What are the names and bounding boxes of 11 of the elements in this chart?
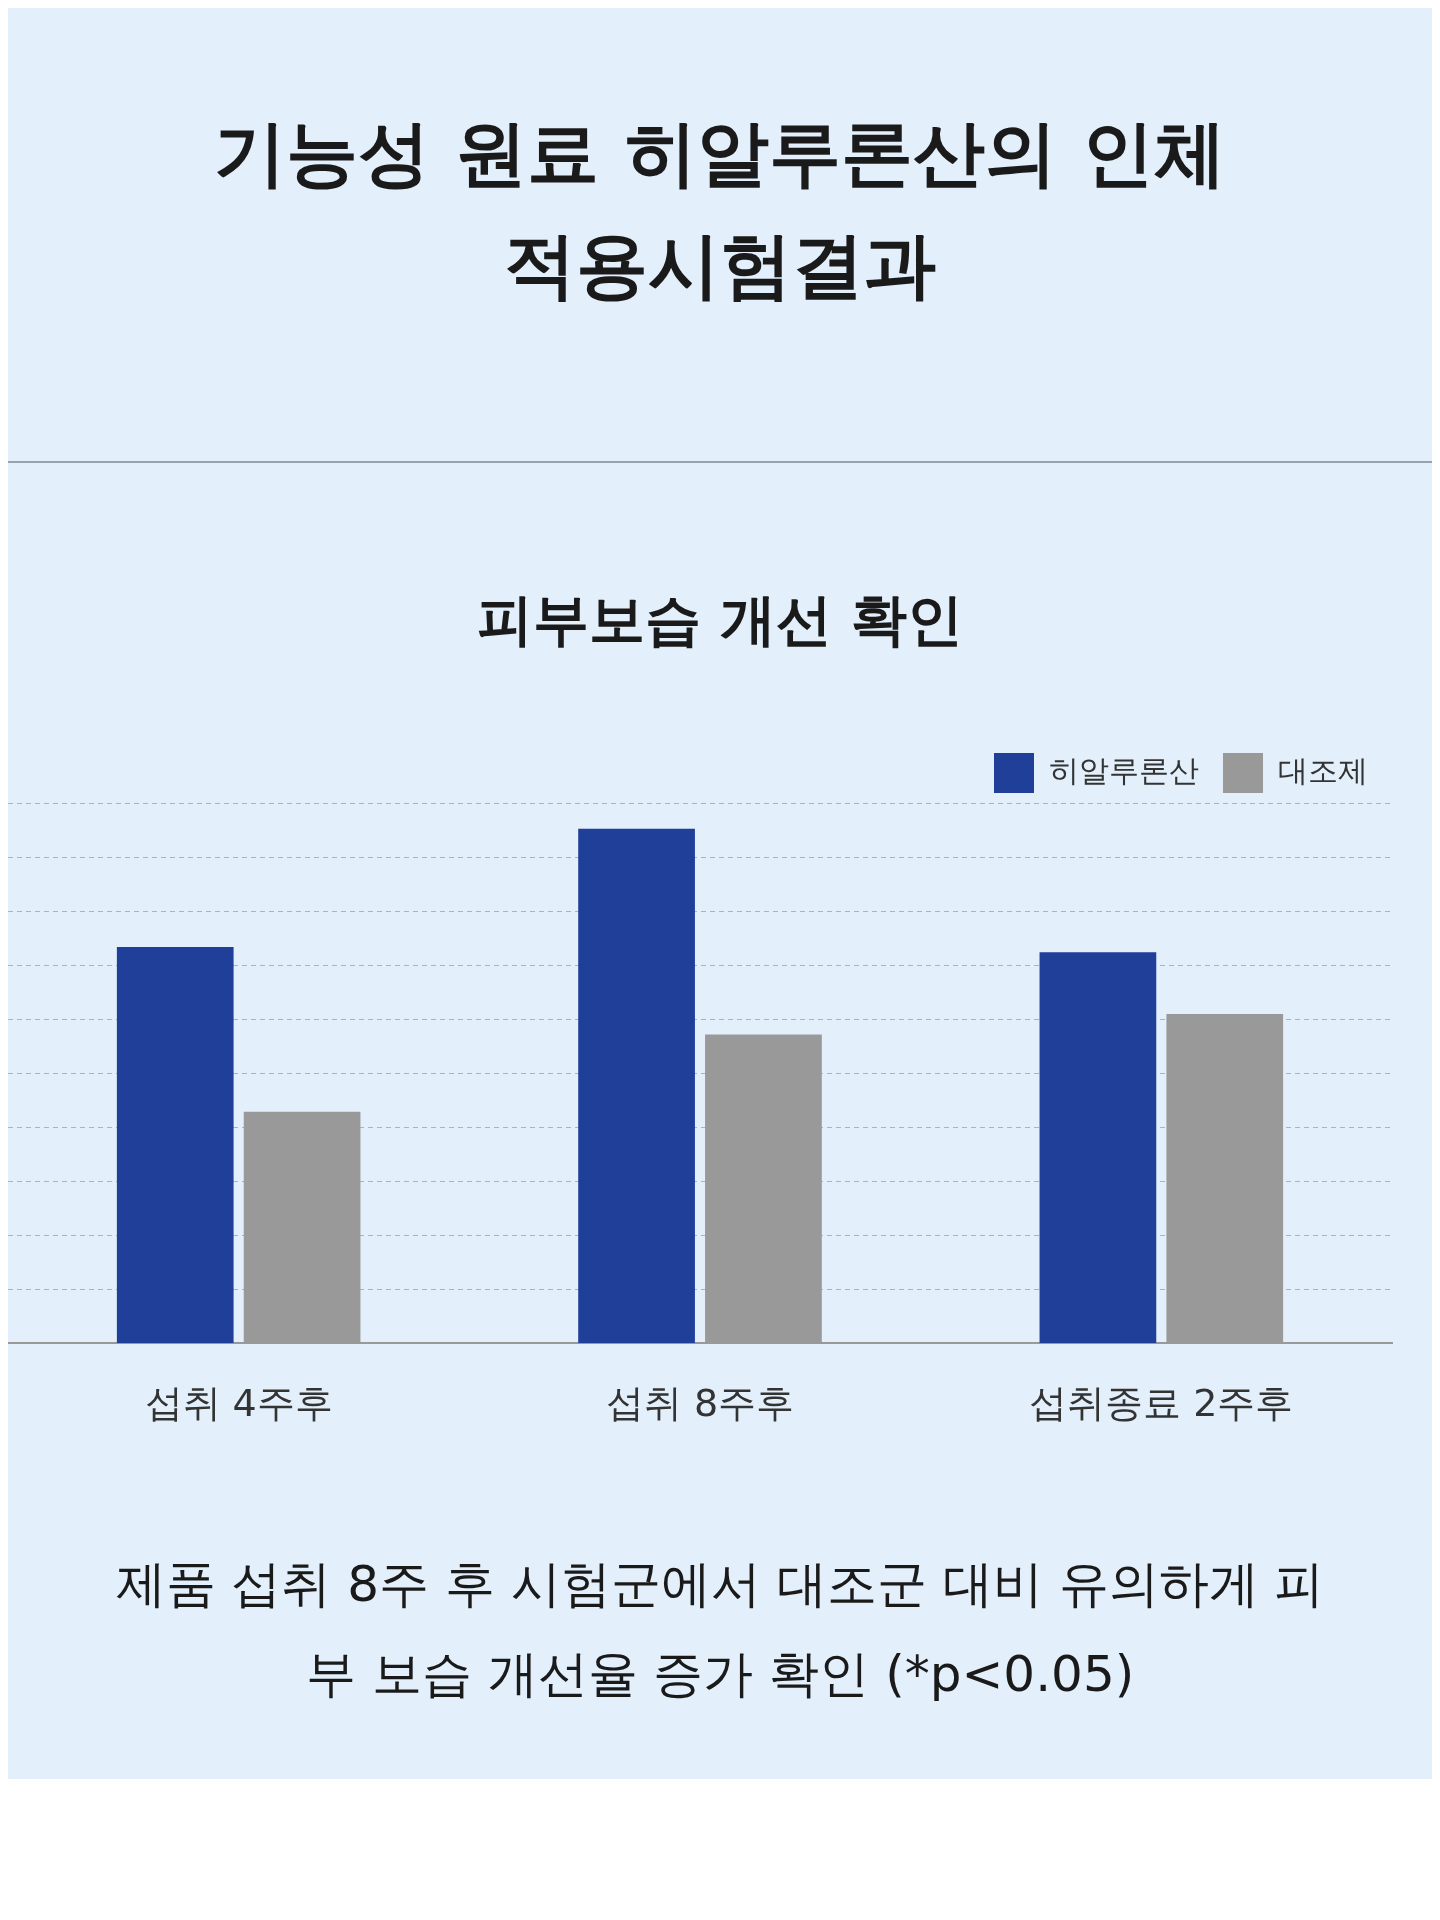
x-tick-label: 섭취 8주후 xyxy=(605,1381,795,1426)
text: 제품 섭취 8주 후 시험군에서 대조군 대비 유의하게 피부 보습 개선율 증가 확인 (*p<0.05) xyxy=(114,1554,1326,1706)
chart-subtitle: 피부보습 개선 확인 xyxy=(475,586,965,655)
x-tick-label: 섭취종료 2주후 xyxy=(1029,1381,1294,1426)
legend-label: 히알루론산 xyxy=(1049,752,1199,788)
bar xyxy=(578,828,695,1344)
bar xyxy=(116,947,234,1344)
bar xyxy=(1039,952,1157,1344)
x-tick-label: 섭취 4주후 xyxy=(144,1381,333,1426)
legend-label: 대조제 xyxy=(1278,752,1368,788)
chart-title: 기능성 원료 히알루론산의 인체적용시험결과 xyxy=(213,110,1227,309)
